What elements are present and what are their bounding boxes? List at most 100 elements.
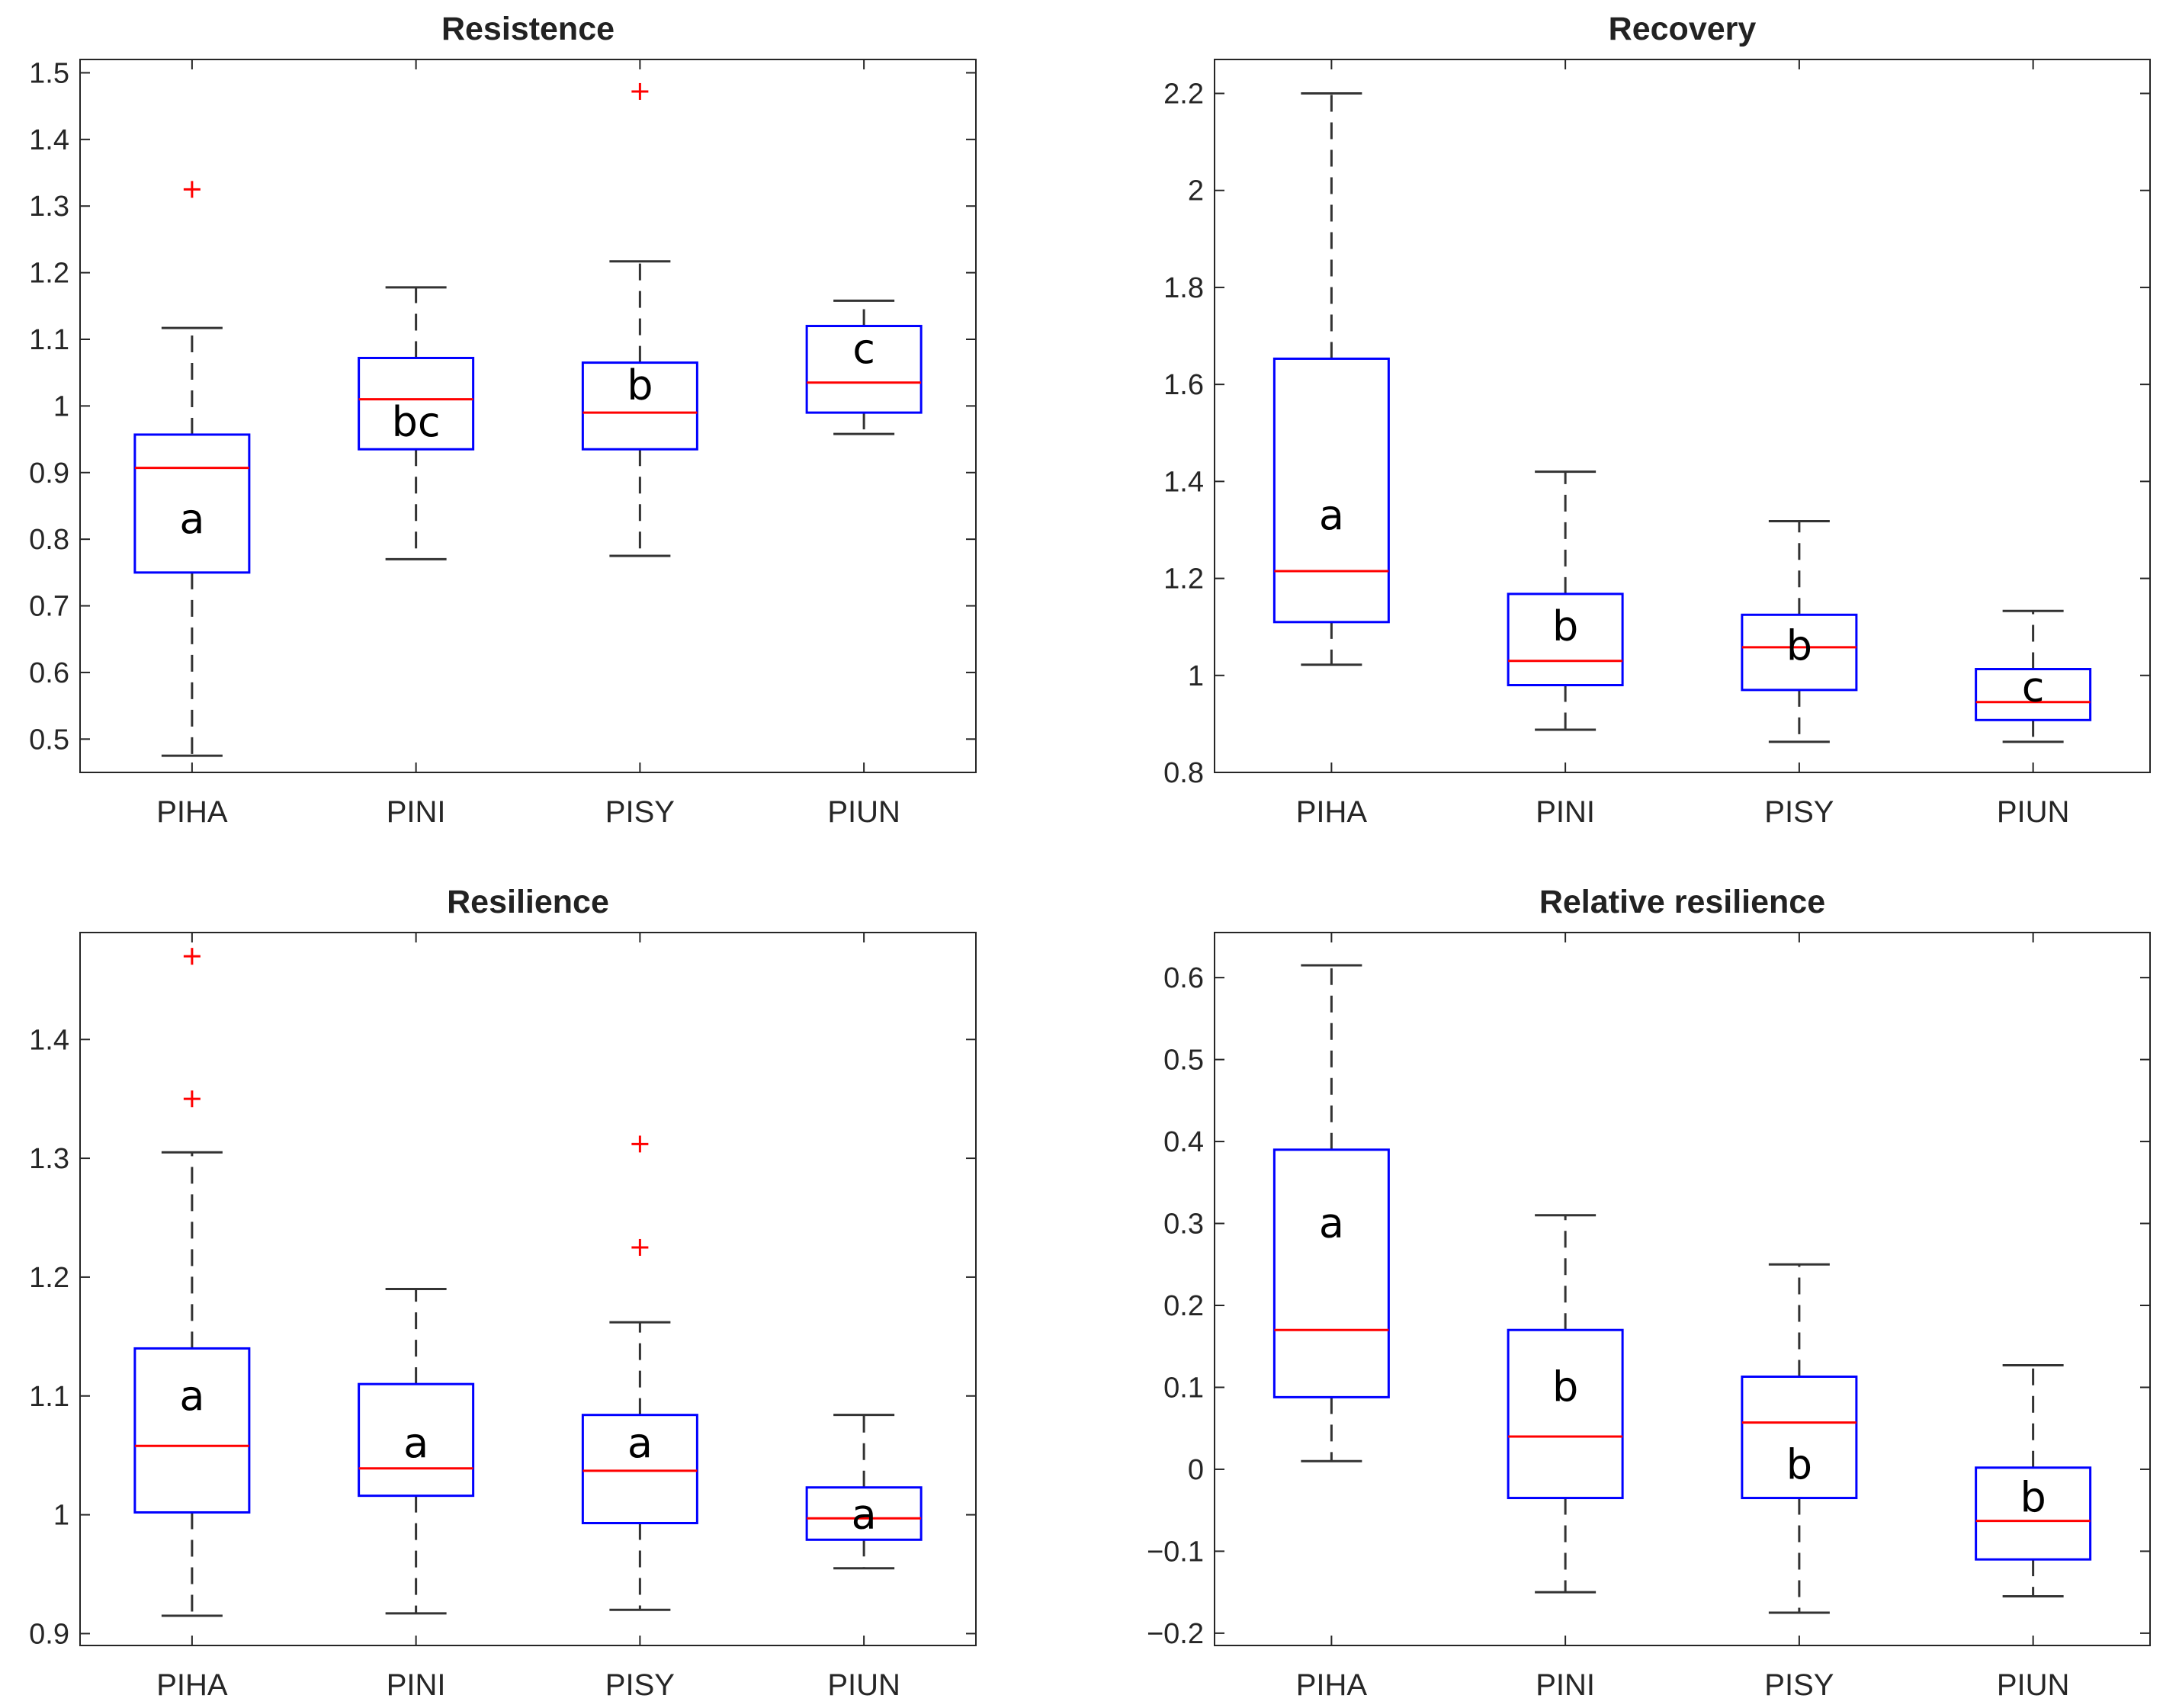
panel-recovery: Recovery 0.8 1 1.2 1.4 1.6 1.8 2 2.2 PIHA PINI PISY… [1163, 11, 2151, 829]
y-tick-label: 1 [53, 1500, 69, 1532]
iqr-box [581, 361, 698, 451]
box-piha: a [133, 181, 251, 757]
y-tick-label: 1.1 [29, 1381, 69, 1413]
x-category-label: PIUN [827, 795, 900, 829]
iqr-box [358, 1382, 475, 1498]
y-tick-label: 0.2 [1163, 1290, 1204, 1322]
x-category-label: PIUN [1997, 1668, 2070, 1702]
box-piha: a [133, 948, 251, 1617]
y-tick-label: 2 [1188, 175, 1204, 207]
y-tick-label: 1.5 [29, 57, 69, 89]
y-tick-label: 1.2 [29, 1262, 69, 1294]
iqr-box [1975, 1466, 2092, 1561]
significance-letter: b [1552, 1363, 1578, 1411]
y-tick-label: 1.8 [1163, 272, 1204, 304]
significance-letter: b [1786, 1441, 1812, 1489]
significance-letter: b [627, 361, 653, 409]
box-piun: c [805, 299, 923, 435]
box-pisy: b [1741, 1263, 1858, 1614]
iqr-box [581, 1414, 698, 1524]
iqr-box [1975, 668, 2092, 721]
x-category-label: PIHA [156, 795, 228, 829]
significance-letter: a [179, 495, 204, 543]
x-category-label: PISY [1764, 1668, 1834, 1702]
y-tick-label: 0.6 [1163, 962, 1204, 994]
box-pisy: b [581, 82, 698, 557]
box-pisy: a [581, 1135, 698, 1611]
x-category-label: PIHA [156, 1668, 228, 1702]
y-tick-label: 0.8 [29, 524, 69, 556]
iqr-box [133, 1347, 251, 1514]
y-tick-label: 0.3 [1163, 1209, 1204, 1241]
y-tick-label: 0 [1188, 1454, 1204, 1486]
significance-letter: b [1552, 602, 1578, 650]
iqr-box [805, 1486, 923, 1541]
significance-letter: a [179, 1372, 204, 1420]
chart-title: Recovery [1609, 11, 1757, 47]
significance-letter: a [1319, 1199, 1344, 1247]
y-tick-label: 1.3 [29, 1143, 69, 1175]
y-tick-label: 0.7 [29, 591, 69, 623]
y-tick-label: 1.2 [29, 258, 69, 290]
significance-letter: bc [392, 398, 441, 446]
y-tick-label: 0.5 [1163, 1045, 1204, 1077]
iqr-box [1272, 357, 1390, 624]
y-tick-label: 0.8 [1163, 757, 1204, 789]
significance-letter: c [2022, 663, 2045, 711]
box-pini: b [1507, 470, 1624, 731]
box-pini: bc [358, 286, 475, 560]
x-category-label: PIHA [1296, 1668, 1368, 1702]
outlier-marker [631, 82, 649, 100]
y-tick-label: 1.6 [1163, 369, 1204, 401]
y-tick-label: 0.4 [1163, 1126, 1204, 1158]
chart-title: Resilience [447, 884, 609, 920]
outlier-marker [631, 1238, 649, 1256]
box-piun: c [1975, 609, 2092, 743]
x-category-label: PINI [387, 795, 446, 829]
iqr-box [358, 356, 475, 451]
y-tick-label: 1.1 [29, 324, 69, 356]
axes-frame [79, 59, 977, 773]
iqr-box [1741, 1375, 1858, 1500]
significance-letter: b [1786, 622, 1812, 670]
y-tick-label: 0.9 [29, 458, 69, 490]
y-tick-label: 1.4 [1163, 466, 1204, 498]
x-category-label: PINI [1536, 1668, 1595, 1702]
box-pini: a [358, 1288, 475, 1615]
iqr-box [805, 325, 923, 414]
outlier-marker [631, 1135, 649, 1153]
iqr-box [1741, 613, 1858, 692]
y-tick-label: 2.2 [1163, 79, 1204, 111]
box-piha: a [1272, 964, 1390, 1462]
panel-relative-resilience: Relative resilience −0.2 −0.1 0 0.1 0.2 0.3 0.4… [1147, 884, 2151, 1702]
panel-resistence: Resistence 0.5 0.6 0.7 0.8 0.9 1 1.1 1.2 1.3 1.4 1.… [29, 11, 977, 829]
box-piun: b [1975, 1363, 2092, 1598]
axes-frame [1214, 932, 2151, 1646]
iqr-box [133, 433, 251, 574]
y-tick-label: 1 [53, 390, 69, 422]
box-piun: a [805, 1414, 923, 1570]
iqr-box [1507, 1328, 1624, 1500]
outlier-marker [183, 181, 201, 198]
y-tick-label: 0.6 [29, 657, 69, 689]
y-tick-label: 0.1 [1163, 1372, 1204, 1404]
box-pini: b [1507, 1214, 1624, 1594]
y-tick-label: 1.4 [29, 124, 69, 156]
significance-letter: a [627, 1419, 653, 1467]
iqr-box [1272, 1148, 1390, 1398]
significance-letter: a [1319, 491, 1344, 539]
x-category-label: PIUN [1997, 795, 2070, 829]
x-category-label: PIUN [827, 1668, 900, 1702]
axes-frame [1214, 59, 2151, 773]
significance-letter: a [852, 1491, 877, 1539]
iqr-box [1507, 592, 1624, 687]
significance-letter: c [852, 325, 875, 373]
y-tick-label: 1.4 [29, 1024, 69, 1056]
box-piha: a [1272, 92, 1390, 666]
y-tick-label: 0.5 [29, 724, 69, 756]
x-category-label: PIHA [1296, 795, 1368, 829]
panel-resilience: Resilience 0.9 1 1.1 1.2 1.3 1.4 PIHA PINI PISY PI… [29, 884, 977, 1702]
y-tick-label: 1 [1188, 660, 1204, 692]
x-category-label: PISY [605, 1668, 675, 1702]
